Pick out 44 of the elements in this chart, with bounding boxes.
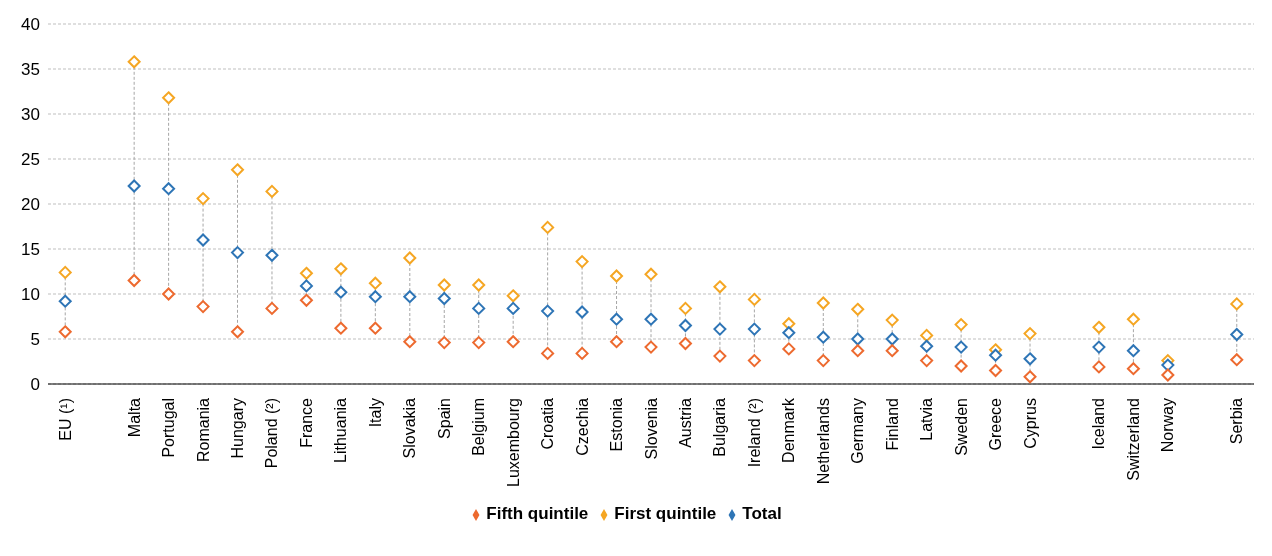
legend-label: First quintile	[614, 504, 717, 523]
legend-label: Fifth quintile	[486, 504, 589, 523]
x-tick-label: Cyprus	[1021, 398, 1039, 449]
x-tick-label: Austria	[676, 397, 694, 448]
x-tick-label: Slovakia	[401, 397, 419, 459]
x-tick-label: Poland (²)	[263, 398, 281, 469]
y-tick-label: 10	[21, 285, 40, 305]
x-tick-label: Croatia	[539, 397, 557, 450]
x-tick-label: Denmark	[780, 397, 798, 463]
x-tick-label: EU (¹)	[56, 398, 74, 441]
x-tick-label: Lithuania	[332, 397, 350, 463]
y-tick-label: 30	[21, 105, 40, 125]
x-tick-label: Netherlands	[814, 398, 832, 485]
x-tick-label: Germany	[849, 398, 867, 464]
x-tick-label: France	[297, 397, 315, 448]
x-tick-label: Slovenia	[642, 397, 660, 460]
x-tick-label: Bulgaria	[711, 397, 729, 457]
y-tick-label: 20	[21, 195, 40, 215]
x-tick-label: Czechia	[573, 397, 591, 456]
x-tick-label: Sweden	[952, 398, 970, 456]
x-tick-label: Serbia	[1228, 397, 1246, 445]
legend-label: Total	[742, 504, 782, 523]
y-tick-label: 15	[21, 240, 40, 260]
x-tick-label: Belgium	[470, 398, 488, 456]
x-tick-label: Latvia	[918, 397, 936, 441]
y-tick-label: 25	[21, 150, 40, 170]
x-tick-label: Malta	[125, 397, 143, 438]
x-tick-label: Italy	[366, 398, 384, 428]
x-tick-label: Estonia	[608, 397, 626, 452]
x-tick-label: Portugal	[160, 398, 178, 458]
x-tick-label: Finland	[883, 398, 901, 451]
x-tick-label: Romania	[194, 397, 212, 463]
x-tick-label: Hungary	[229, 398, 247, 459]
y-tick-label: 5	[30, 330, 40, 350]
x-tick-label: Spain	[435, 398, 453, 439]
x-tick-label: Ireland (²)	[745, 398, 763, 468]
x-tick-label: Iceland	[1090, 398, 1108, 450]
y-tick-label: 0	[30, 375, 40, 395]
y-tick-label: 40	[21, 15, 40, 35]
x-tick-label: Norway	[1159, 398, 1177, 453]
x-tick-label: Greece	[987, 397, 1005, 451]
x-tick-label: Luxembourg	[504, 398, 522, 487]
x-tick-label: Switzerland	[1124, 398, 1142, 481]
y-tick-label: 35	[21, 60, 40, 80]
